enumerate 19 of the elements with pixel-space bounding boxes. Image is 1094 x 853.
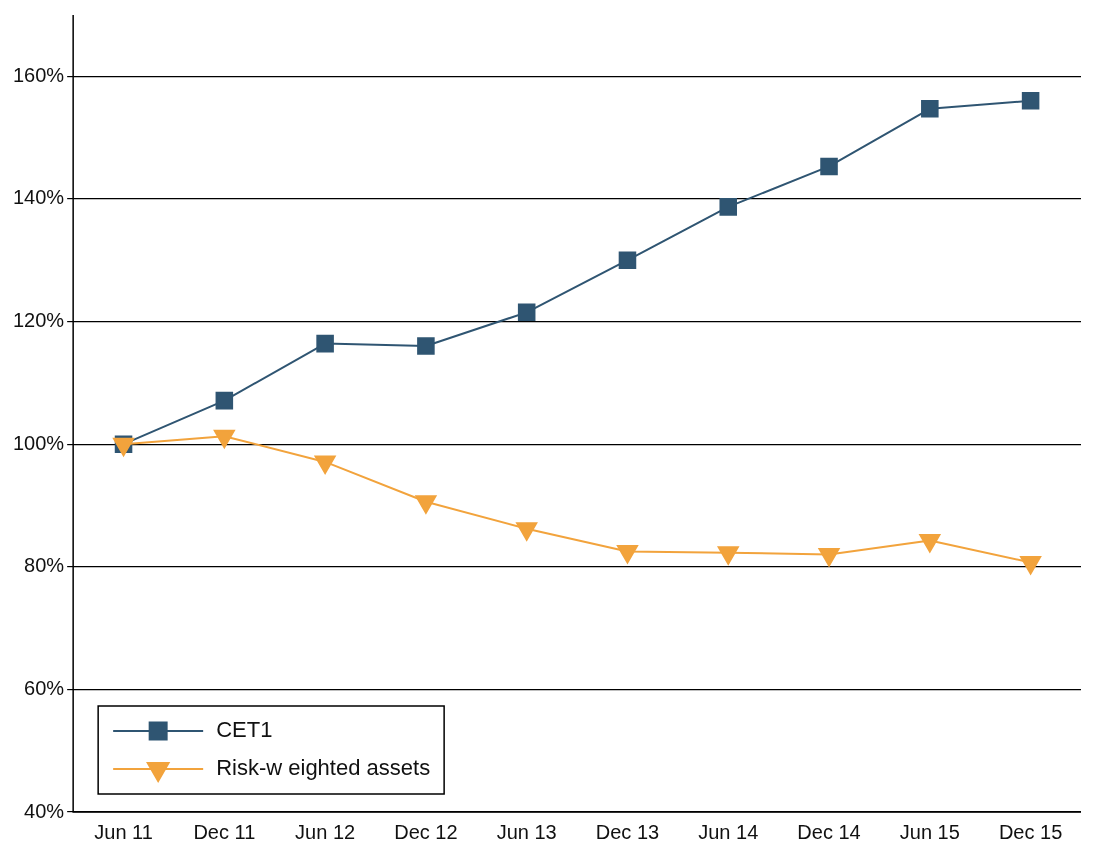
x-tick-label: Dec 11 [193,820,256,843]
y-tick-label: 100% [13,431,65,454]
y-tick-label: 40% [24,799,65,822]
x-tick-label: Jun 11 [94,820,153,843]
y-tick-label: 60% [24,676,65,699]
x-tick-label: Jun 13 [496,820,557,843]
y-tick-label: 160% [13,63,65,86]
x-tick-label: Dec 14 [797,820,861,843]
x-tick-label: Dec 13 [595,820,660,843]
legend-label: CET1 [216,717,273,743]
legend-label: Risk-w eighted assets [216,755,431,781]
x-tick-label: Jun 12 [295,820,356,843]
x-tick-label: Dec 15 [998,820,1063,843]
x-tick-label: Jun 15 [899,820,960,843]
y-tick-label: 80% [24,554,65,577]
y-tick-label: 120% [13,309,65,332]
x-tick-label: Dec 12 [394,820,458,843]
y-tick-label: 140% [13,186,65,209]
x-tick-label: Jun 14 [698,820,759,843]
